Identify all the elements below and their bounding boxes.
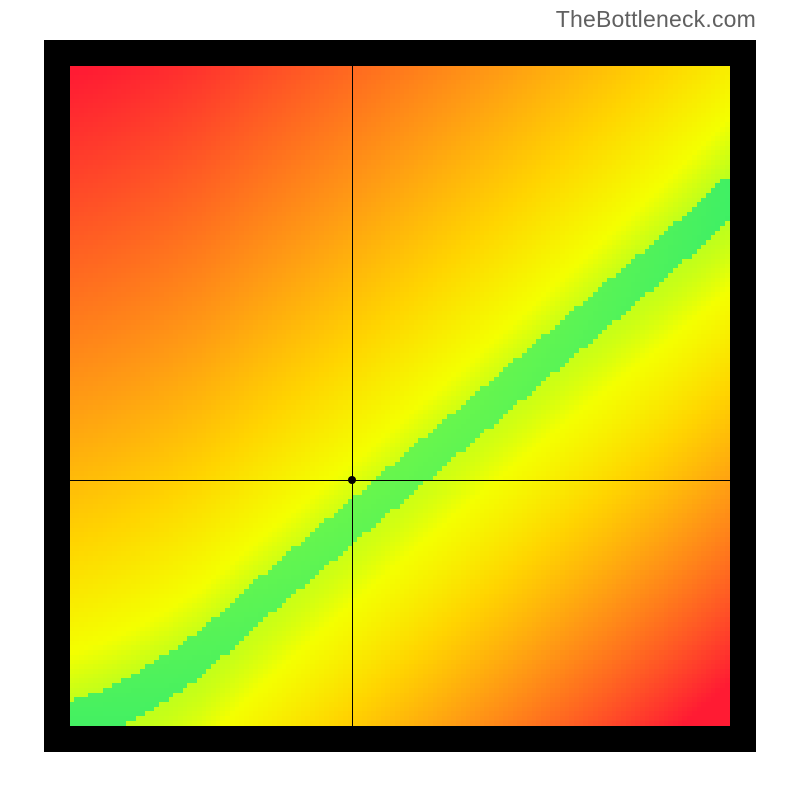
plot-border bbox=[44, 40, 756, 752]
plot-area bbox=[70, 66, 730, 726]
crosshair-vertical bbox=[352, 66, 353, 726]
chart-container: TheBottleneck.com bbox=[0, 0, 800, 800]
marker-dot bbox=[348, 476, 356, 484]
crosshair-horizontal bbox=[70, 480, 730, 481]
heatmap-canvas bbox=[70, 66, 730, 726]
watermark-text: TheBottleneck.com bbox=[556, 6, 756, 33]
